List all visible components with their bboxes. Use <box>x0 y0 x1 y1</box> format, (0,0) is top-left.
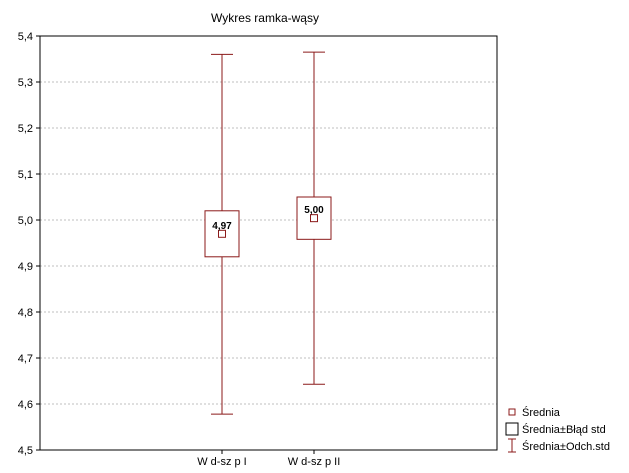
plot-frame <box>39 35 498 451</box>
chart-title: Wykres ramka-wąsy <box>211 11 319 25</box>
legend-se-box <box>505 422 519 436</box>
y-tick-label: 5,3 <box>18 77 33 89</box>
y-tick-label: 4,6 <box>18 399 33 411</box>
y-tick-label: 4,8 <box>18 307 33 319</box>
y-tick-label: 5,4 <box>18 31 33 43</box>
mean-label: 5,00 <box>304 205 324 216</box>
legend-label: Średnia±Odch.std <box>522 440 610 453</box>
legend-label: Średnia <box>522 406 561 419</box>
y-tick-label: 4,7 <box>18 353 33 365</box>
mean-marker <box>218 229 226 238</box>
mean-marker <box>310 214 318 223</box>
legend-label: Średnia±Błąd std <box>522 423 606 436</box>
y-tick-label: 5,2 <box>18 123 33 135</box>
mean-label: 4,97 <box>212 221 232 232</box>
y-tick-label: 4,9 <box>18 261 33 273</box>
y-tick-label: 5,0 <box>18 215 33 227</box>
x-tick-label: W d-sz p I <box>197 456 247 468</box>
x-tick-label: W d-sz p II <box>288 456 341 468</box>
y-tick-label: 5,1 <box>18 169 33 181</box>
legend-mean-marker <box>508 408 516 416</box>
y-tick-label: 4,5 <box>18 445 33 457</box>
